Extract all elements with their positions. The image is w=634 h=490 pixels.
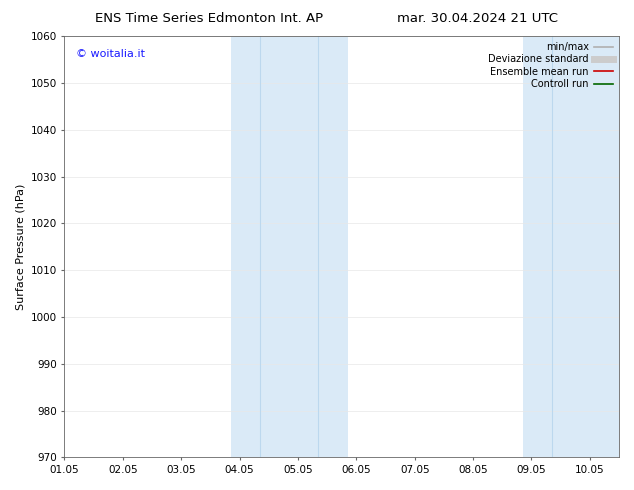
Bar xyxy=(231,36,347,457)
Bar xyxy=(522,36,619,457)
Text: mar. 30.04.2024 21 UTC: mar. 30.04.2024 21 UTC xyxy=(397,12,558,25)
Legend: min/max, Deviazione standard, Ensemble mean run, Controll run: min/max, Deviazione standard, Ensemble m… xyxy=(484,38,617,93)
Text: © woitalia.it: © woitalia.it xyxy=(75,49,145,59)
Y-axis label: Surface Pressure (hPa): Surface Pressure (hPa) xyxy=(15,184,25,310)
Text: ENS Time Series Edmonton Int. AP: ENS Time Series Edmonton Int. AP xyxy=(95,12,323,25)
